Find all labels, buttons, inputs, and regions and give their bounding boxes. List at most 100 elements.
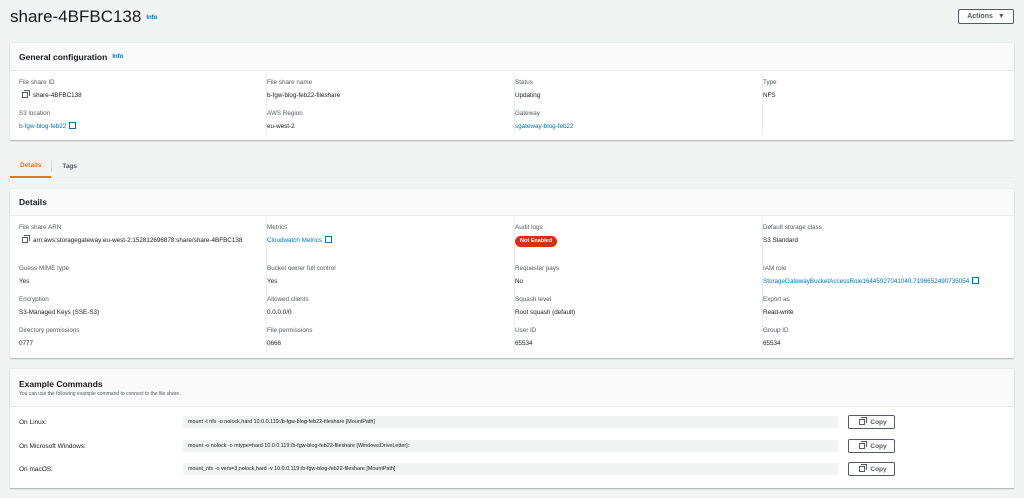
actions-button[interactable]: Actions ▼ (958, 9, 1014, 24)
field-label: Requester pays (515, 265, 560, 272)
command-row-windows: On Microsoft Windows: mount -o nolock -o… (10, 436, 1014, 456)
field-value: 0.0.0.0/0 (267, 309, 292, 316)
panel-header: General configuration Info (10, 43, 1014, 71)
copy-label: Copy (870, 465, 887, 473)
general-configuration-panel: General configuration Info File share ID s… (10, 42, 1014, 140)
field-iam-role: IAM role StorageGatewayBucketAccessRole16… (763, 259, 1003, 290)
copy-icon (859, 419, 866, 425)
tab-divider (51, 160, 53, 172)
field-user-id: User ID 65534 (515, 321, 754, 352)
field-label: File share name (267, 79, 313, 86)
s3-location-link[interactable]: b-fgw-blog-feb22 (19, 123, 67, 130)
field-value: 65534 (763, 340, 781, 347)
field-allowed-clients: Allowed clients 0.0.0.0/0 (267, 290, 506, 321)
field-label: File share ARN (19, 224, 62, 231)
field-value: 0777 (19, 340, 34, 347)
panel-title: Example Commands (19, 378, 103, 389)
gateway-link[interactable]: sgateway-blog-feb22 (515, 123, 574, 130)
field-label: AWS Region (267, 110, 303, 117)
command-text[interactable]: mount -t nfs -o nolock,hard 10.0.0.119:/… (183, 416, 838, 428)
command-row-macos: On macOS: mount_nfs -o vers=3,nolock,har… (10, 459, 1014, 479)
field-value: Root squash (default) (515, 309, 576, 316)
copy-icon[interactable] (22, 92, 28, 98)
command-label: On Linux: (19, 418, 47, 426)
panel-description: You can use the following example comman… (19, 390, 181, 397)
field-group-id: Group ID 65534 (763, 321, 1003, 352)
caret-down-icon: ▼ (997, 13, 1005, 20)
iam-role-link[interactable]: StorageGatewayBucketAccessRole1644592704… (763, 278, 970, 285)
field-label: Bucket owner full control (267, 265, 336, 272)
field-label: Default storage class (763, 224, 822, 231)
external-link-icon (324, 236, 332, 243)
field-file-permissions: File permissions 0666 (267, 321, 506, 352)
info-link[interactable]: Info (146, 14, 158, 21)
command-text[interactable]: mount_nfs -o vers=3,nolock,hard -v 10.0.… (183, 463, 838, 475)
copy-icon (859, 443, 866, 449)
field-value: Updating (515, 92, 541, 99)
field-squash-level: Squash level Root squash (default) (515, 290, 754, 321)
copy-label: Copy (870, 442, 887, 450)
field-status: Status Updating (515, 73, 754, 104)
panel-header: Details (10, 189, 1014, 216)
field-type: Type NFS (763, 73, 1003, 104)
field-value: share-4BFBC138 (33, 92, 82, 99)
field-label: Metrics (267, 224, 288, 231)
command-row-linux: On Linux: mount -t nfs -o nolock,hard 10… (10, 412, 1014, 432)
external-link-icon (972, 277, 980, 284)
field-label: Export as (763, 296, 790, 303)
copy-button[interactable]: Copy (848, 439, 895, 453)
cloudwatch-metrics-link[interactable]: Cloudwatch Metrics (267, 237, 322, 244)
copy-button[interactable]: Copy (848, 462, 895, 476)
field-label: Directory permissions (19, 327, 80, 334)
copy-label: Copy (870, 418, 887, 426)
command-label: On macOS: (19, 465, 53, 473)
field-value: b-fgw-blog-feb22-fileshare (267, 92, 341, 99)
command-label: On Microsoft Windows: (19, 442, 86, 450)
field-value: No (515, 278, 524, 285)
field-value: S3 Standard (763, 237, 799, 244)
field-value: eu-west-2 (267, 123, 295, 130)
field-label: Squash level (515, 296, 552, 303)
info-link[interactable]: Info (112, 54, 124, 61)
field-gateway: Gateway sgateway-blog-feb22 (515, 104, 754, 135)
tab-bar: Details Tags (10, 155, 1014, 178)
field-s3-location: S3 location b-fgw-blog-feb22 (19, 104, 258, 135)
copy-icon[interactable] (22, 237, 28, 243)
field-guess-mime-type: Guess MIME type Yes (19, 259, 258, 290)
copy-button[interactable]: Copy (848, 415, 895, 429)
field-value: 0666 (267, 340, 282, 347)
field-value: Read-write (763, 309, 794, 316)
field-value: 65534 (515, 340, 533, 347)
field-label: Group ID (763, 327, 789, 334)
field-label: File permissions (267, 327, 313, 334)
external-link-icon (69, 122, 77, 129)
field-file-share-name: File share name b-fgw-blog-feb22-fileshar… (267, 73, 506, 104)
panel-title: Details (19, 197, 47, 207)
field-value: NFS (763, 92, 776, 99)
panel-header: Example Commands You can use the followin… (10, 369, 1014, 407)
field-export-as: Export as Read-write (763, 290, 1003, 321)
field-label: Encryption (19, 296, 49, 303)
field-label: User ID (515, 327, 537, 334)
field-file-share-arn: File share ARN arn:aws:storagegateway:eu-… (19, 218, 258, 259)
example-commands-panel: Example Commands You can use the followin… (10, 368, 1014, 488)
field-encryption: Encryption S3-Managed Keys (SSE-S3) (19, 290, 258, 321)
field-directory-permissions: Directory permissions 0777 (19, 321, 258, 352)
field-label: IAM role (763, 265, 787, 272)
panel-title: General configuration (19, 51, 108, 62)
tab-tags[interactable]: Tags (62, 162, 78, 170)
field-label: Allowed clients (267, 296, 309, 303)
command-text[interactable]: mount -o nolock -o mtype=hard 10.0.0.119… (183, 440, 838, 452)
tab-details[interactable]: Details (10, 155, 52, 178)
page-title: share-4BFBC138 Info (10, 7, 157, 27)
field-label: File share ID (19, 79, 55, 86)
page-title-text: share-4BFBC138 (10, 7, 142, 26)
field-label: Status (515, 79, 533, 86)
field-value: Yes (267, 278, 278, 285)
copy-icon (859, 466, 866, 472)
field-label: Guess MIME type (19, 265, 70, 272)
field-label: S3 location (19, 110, 51, 117)
field-default-storage-class: Default storage class S3 Standard (763, 218, 1003, 259)
field-label: Audit logs (515, 224, 543, 231)
field-label: Type (763, 79, 777, 86)
